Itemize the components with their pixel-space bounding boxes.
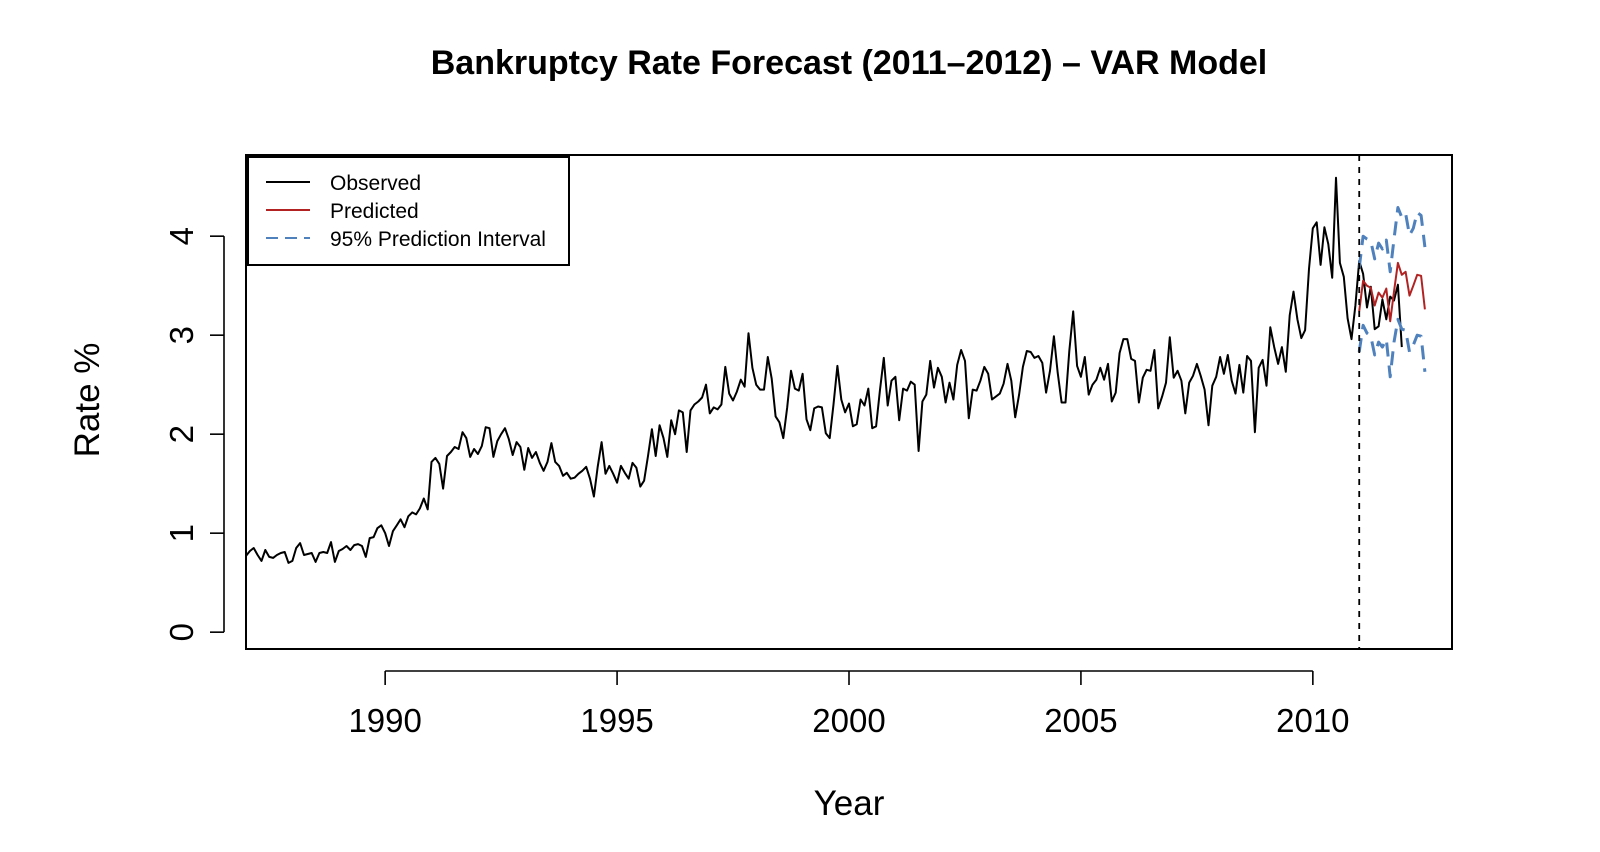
legend-label-observed: Observed — [330, 172, 421, 195]
x-axis: 1990 1995 2000 2005 2010 — [348, 670, 1350, 739]
y-tick-label: 4 — [163, 227, 200, 245]
legend-label-interval: 95% Prediction Interval — [330, 228, 546, 251]
series-line-95-prediction-interval-lower — [1357, 317, 1427, 379]
series-line-observed — [245, 176, 1403, 564]
y-tick-label: 2 — [163, 425, 200, 443]
series-layer — [245, 176, 1427, 564]
x-tick-label: 1990 — [348, 702, 421, 739]
series-line-95-prediction-interval-upper — [1357, 206, 1427, 274]
chart-title: Bankruptcy Rate Forecast (2011–2012) – V… — [431, 44, 1268, 82]
x-tick-label: 2005 — [1044, 702, 1117, 739]
legend-label-predicted: Predicted — [330, 200, 419, 223]
x-tick-label: 1995 — [580, 702, 653, 739]
x-tick-label: 2010 — [1276, 702, 1349, 739]
legend: Observed Predicted 95% Prediction Interv… — [247, 156, 570, 266]
y-tick-label: 1 — [163, 524, 200, 542]
y-axis: 0 1 2 3 4 — [163, 227, 225, 641]
y-tick-label: 3 — [163, 326, 200, 344]
y-axis-title: Rate % — [68, 343, 107, 458]
series-line-predicted — [1358, 261, 1426, 323]
legend-box — [247, 156, 570, 266]
plot-frame — [245, 154, 1453, 650]
y-tick-label: 0 — [163, 623, 200, 641]
x-axis-title: Year — [814, 784, 885, 823]
x-tick-label: 2000 — [812, 702, 885, 739]
